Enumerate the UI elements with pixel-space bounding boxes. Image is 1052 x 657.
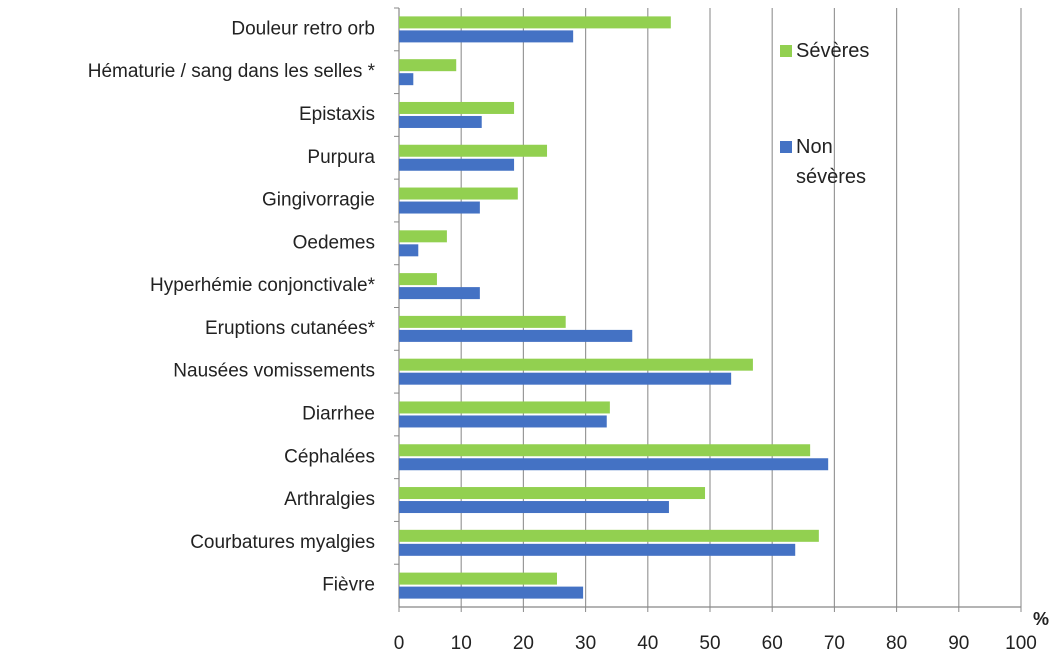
bar [399, 315, 566, 328]
bar [399, 372, 732, 385]
bar [399, 529, 819, 542]
bar [399, 244, 419, 257]
x-tick-label: 80 [886, 633, 907, 654]
y-tick-label: Epistaxis [299, 104, 375, 125]
bar [399, 287, 480, 300]
bar [399, 415, 607, 428]
y-tick-label: Eruptions cutanées* [205, 318, 376, 339]
x-tick-label: 10 [451, 633, 472, 654]
x-tick-label: 30 [575, 633, 596, 654]
y-tick-label: Courbatures myalgies [190, 532, 375, 553]
y-tick-label: Douleur retro orb [231, 18, 375, 39]
bar [399, 572, 557, 585]
bar [399, 543, 796, 556]
x-axis-label: % [1033, 609, 1049, 629]
y-tick-label: Purpura [307, 147, 375, 168]
legend-label: Sévères [796, 40, 870, 62]
x-tick-label: 70 [824, 633, 845, 654]
bar [399, 358, 753, 371]
y-tick-label: Diarrhee [302, 403, 375, 424]
bar [399, 329, 633, 342]
bar [399, 16, 671, 29]
legend-swatch [780, 141, 792, 153]
bar [399, 444, 811, 457]
x-tick-label: 20 [513, 633, 534, 654]
bar [399, 458, 829, 471]
bar [399, 101, 515, 114]
y-tick-label: Nausées vomissements [173, 361, 375, 382]
bar [399, 401, 610, 414]
x-tick-label: 90 [948, 633, 969, 654]
bar [399, 201, 480, 214]
y-tick-label: Hématurie / sang dans les selles * [88, 61, 376, 82]
bar [399, 59, 457, 72]
y-tick-label: Céphalées [284, 446, 375, 467]
x-tick-label: 0 [394, 633, 405, 654]
y-tick-label: Gingivorragie [262, 190, 375, 211]
legend-label: Non sévères [796, 136, 867, 188]
bar [399, 73, 414, 86]
bar [399, 30, 574, 43]
y-tick-label: Oedemes [293, 232, 375, 253]
bar [399, 230, 447, 243]
bar [399, 187, 518, 200]
x-tick-label: 50 [699, 633, 720, 654]
bar [399, 158, 515, 171]
bar [399, 487, 706, 500]
x-tick-label: 100 [1005, 633, 1037, 654]
bar [399, 586, 584, 599]
x-tick-label: 60 [762, 633, 783, 654]
bar [399, 501, 669, 514]
y-tick-label: Arthralgies [284, 489, 375, 510]
y-tick-label: Fièvre [322, 575, 375, 596]
bar [399, 273, 437, 286]
x-tick-label: 40 [637, 633, 658, 654]
y-tick-label: Hyperhémie conjonctivale* [150, 275, 376, 296]
legend-swatch [780, 45, 792, 57]
bar [399, 144, 548, 157]
bar [399, 115, 482, 128]
